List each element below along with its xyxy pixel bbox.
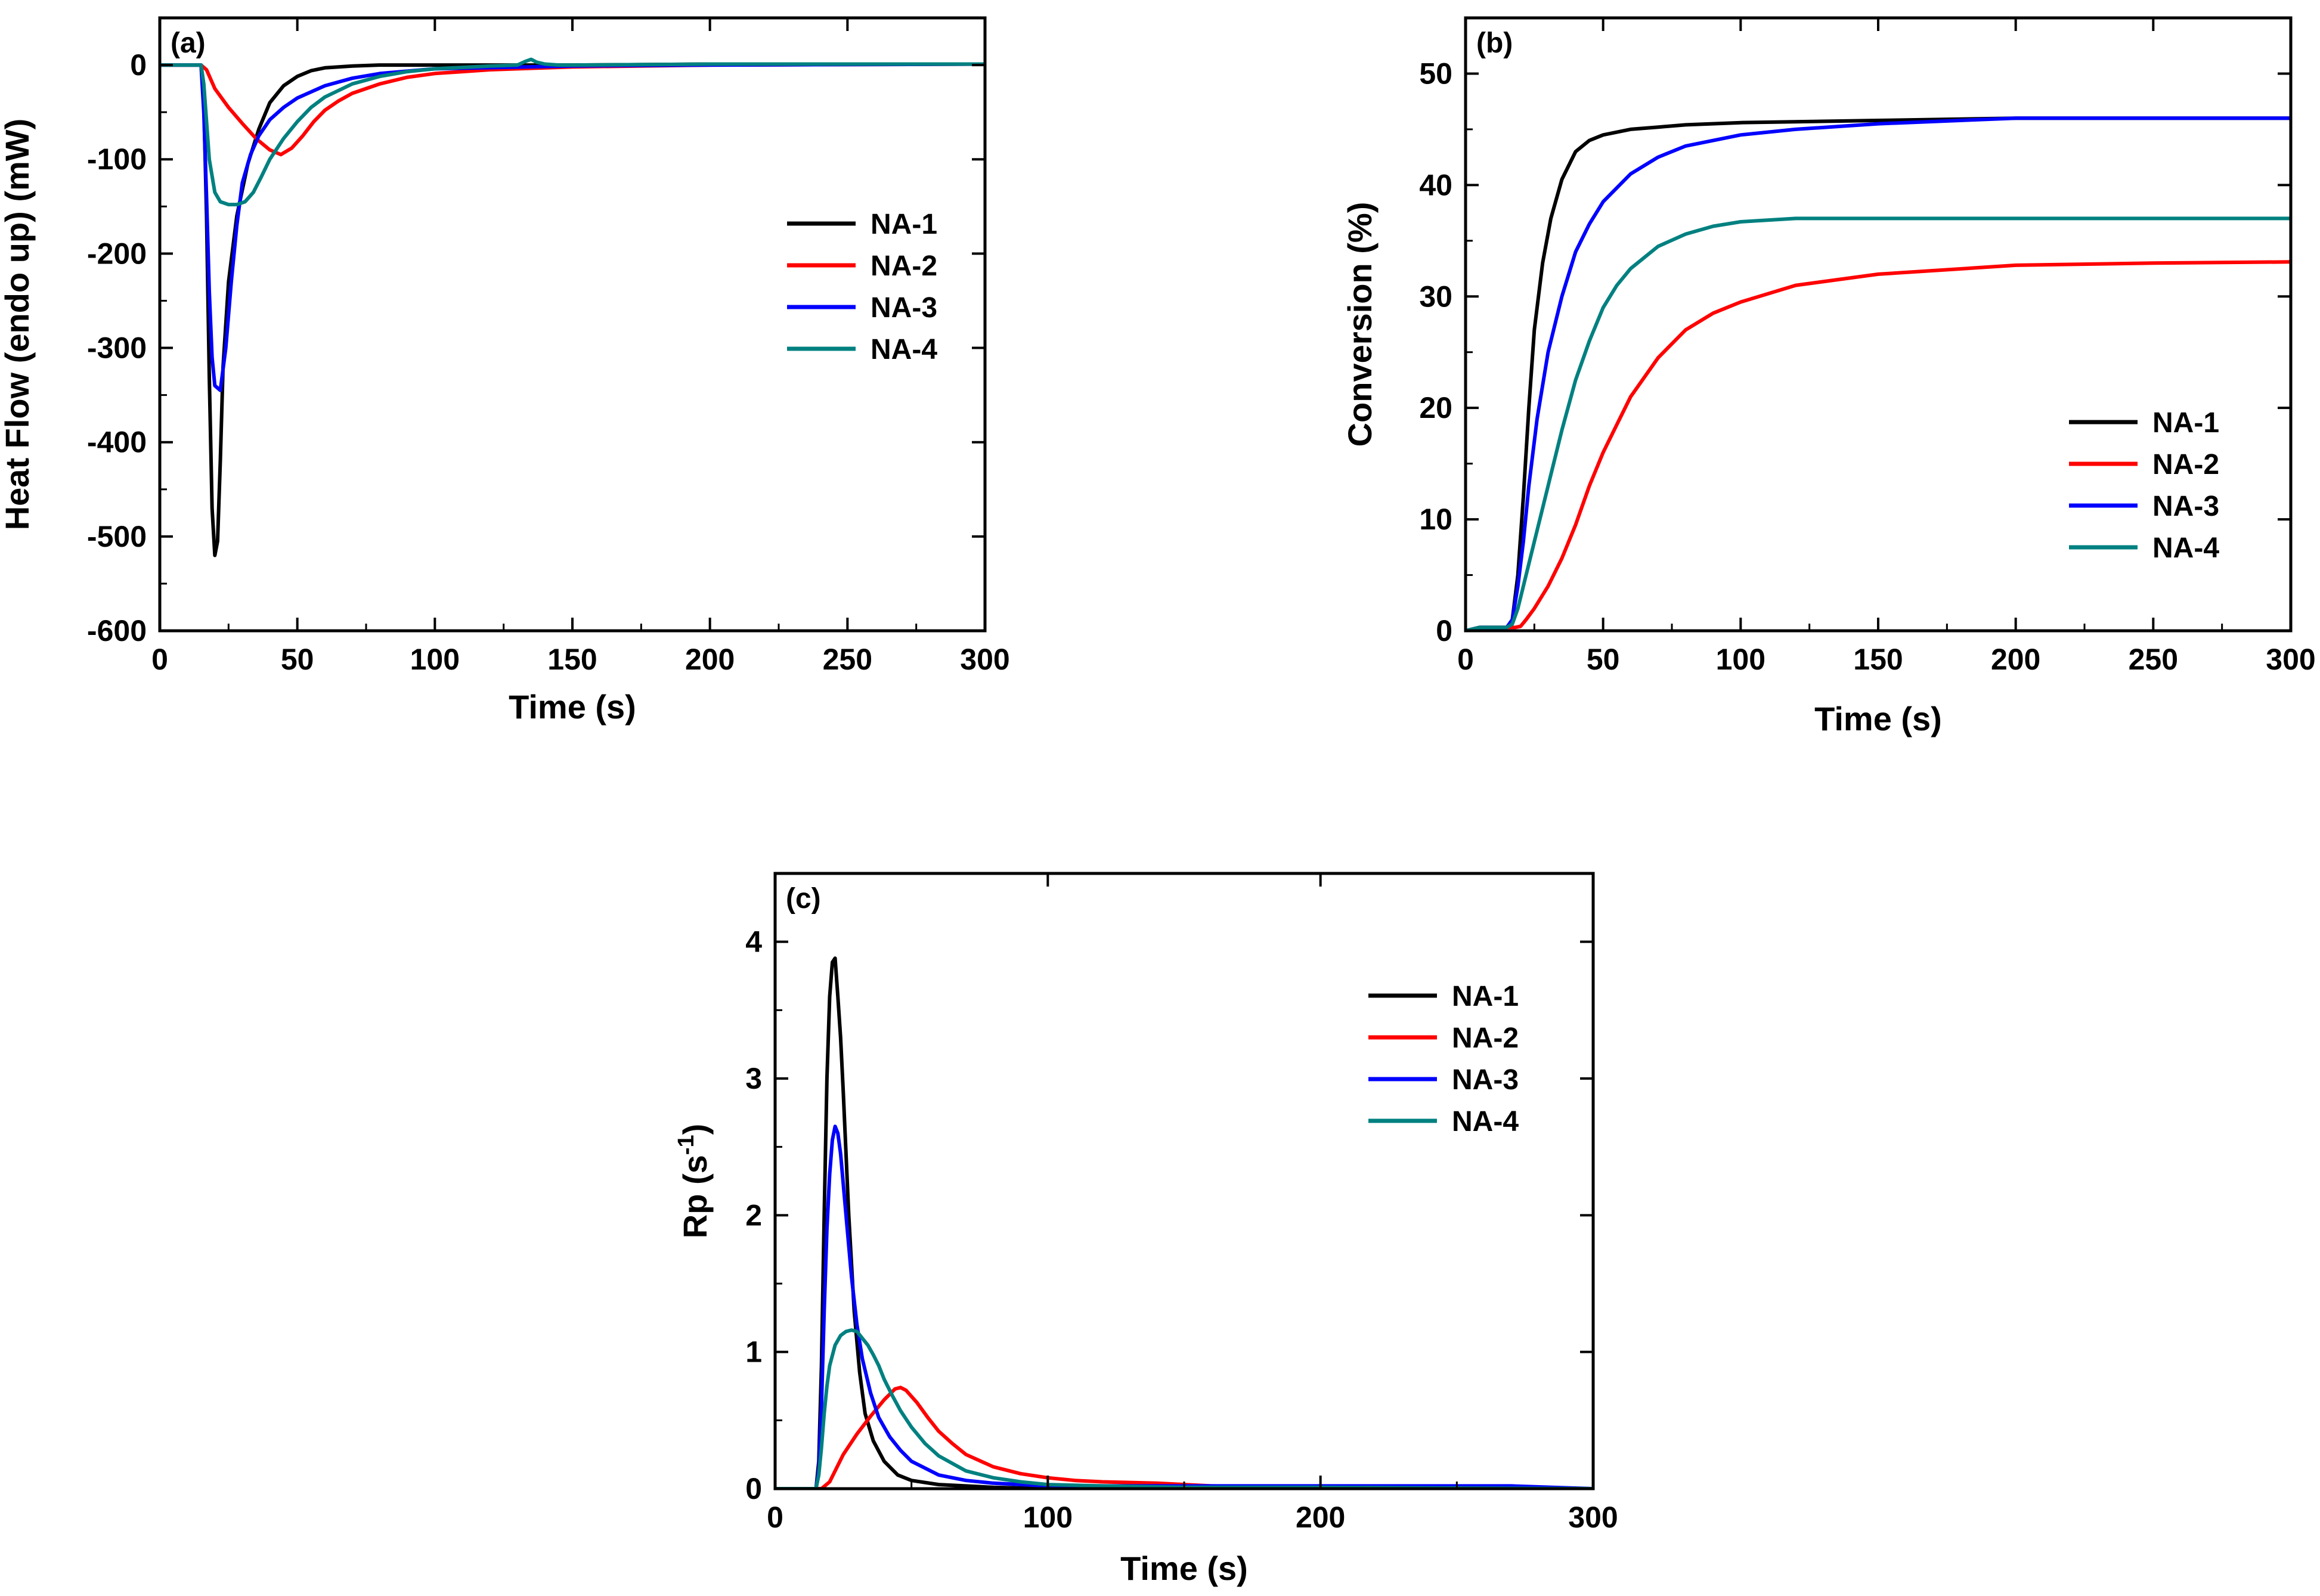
x-tick-label: 200 — [1296, 1501, 1345, 1534]
y-tick-label: 50 — [1419, 57, 1452, 90]
y-axis-label-superscript: -1 — [674, 1135, 699, 1155]
series-line-na-2 — [160, 62, 985, 157]
y-tick-label: -600 — [87, 614, 147, 647]
y-axis-label: Heat Flow (endo up) (mW) — [0, 119, 36, 531]
x-tick-label: 0 — [767, 1501, 783, 1534]
panel-label: (c) — [786, 883, 821, 915]
x-tick-label: 300 — [960, 643, 1009, 676]
series-line-na-2 — [775, 1386, 1593, 1489]
x-tick-label: 300 — [2266, 643, 2315, 676]
legend-label-na-2: NA-2 — [1452, 1022, 1519, 1054]
plot-frame — [773, 872, 1595, 1490]
y-tick-label: 0 — [1436, 614, 1452, 647]
y-tick-label: -200 — [87, 237, 147, 270]
y-tick-label: -300 — [87, 331, 147, 365]
x-tick-label: 100 — [1716, 643, 1765, 676]
legend-label-na-4: NA-4 — [871, 334, 937, 365]
legend: NA-1 NA-2 NA-3 NA-4 — [787, 209, 937, 365]
legend-label-na-4: NA-4 — [1452, 1106, 1519, 1138]
x-axis-label: Time (s) — [1120, 1549, 1248, 1587]
y-axis-label-text: Conversion (%) — [1341, 202, 1379, 447]
legend-label-na-3: NA-3 — [2152, 491, 2219, 522]
y-tick-label: 10 — [1419, 503, 1452, 536]
x-axis-label: Time (s) — [509, 688, 636, 726]
y-tick-label: 1 — [745, 1335, 762, 1369]
legend-label-na-1: NA-1 — [871, 209, 937, 240]
y-axis-label: Rp (s-1) — [674, 1124, 714, 1238]
y-tick-label: 30 — [1419, 280, 1452, 313]
y-tick-label: 0 — [130, 48, 147, 82]
legend-label-na-2: NA-2 — [871, 250, 937, 282]
x-tick-label: 100 — [1023, 1501, 1073, 1534]
x-tick-label: 200 — [685, 643, 735, 676]
legend-label-na-1: NA-1 — [2152, 407, 2219, 439]
y-axis-label-text: Rp (s — [676, 1155, 714, 1238]
x-tick-label: 0 — [1457, 643, 1474, 676]
series-line-na-4 — [1466, 216, 2291, 631]
legend-label-na-1: NA-1 — [1452, 981, 1519, 1012]
x-tick-label: 150 — [1853, 643, 1903, 676]
y-tick-label: 20 — [1419, 391, 1452, 424]
series-line-na-4 — [160, 57, 985, 207]
y-tick-label: -500 — [87, 520, 147, 553]
y-tick-label: -100 — [87, 142, 147, 176]
x-tick-label: 250 — [823, 643, 872, 676]
series-line-na-4 — [775, 1328, 1593, 1489]
chart-panel-b: 0 50 100 150 200 250 300 0 10 20 30 40 50 (b) Time (s)… — [1341, 16, 2316, 737]
legend: NA-1 NA-2 NA-3 NA-4 — [1368, 981, 1519, 1138]
legend-label-na-2: NA-2 — [2152, 449, 2219, 481]
legend-label-na-4: NA-4 — [2152, 532, 2219, 564]
series-line-na-3 — [160, 62, 985, 392]
y-axis-label-end: ) — [676, 1124, 714, 1135]
x-tick-label: 50 — [1587, 643, 1620, 676]
series-line-na-3 — [1466, 116, 2291, 631]
y-axis-label: Conversion (%) — [1341, 202, 1379, 447]
legend-label-na-3: NA-3 — [871, 292, 937, 324]
panel-label: (a) — [171, 27, 206, 59]
x-tick-label: 0 — [151, 643, 168, 676]
y-tick-label: 40 — [1419, 168, 1452, 202]
y-tick-label: 3 — [745, 1062, 762, 1095]
x-axis-label: Time (s) — [1814, 700, 1942, 737]
y-tick-label: -400 — [87, 426, 147, 459]
series-line-na-3 — [775, 1124, 1593, 1489]
series-line-na-2 — [1466, 260, 2291, 631]
x-tick-label: 50 — [281, 643, 314, 676]
y-tick-label: 2 — [745, 1198, 762, 1232]
x-tick-label: 200 — [1991, 643, 2040, 676]
x-tick-label: 150 — [547, 643, 597, 676]
x-tick-label: 250 — [2129, 643, 2178, 676]
y-axis-label-text: Heat Flow (endo up) (mW) — [0, 119, 36, 531]
y-tick-label: 4 — [745, 925, 762, 959]
legend: NA-1 NA-2 NA-3 NA-4 — [2069, 407, 2219, 564]
y-tick-label: 0 — [745, 1472, 762, 1505]
x-tick-label: 300 — [1568, 1501, 1618, 1534]
legend-label-na-3: NA-3 — [1452, 1064, 1519, 1096]
x-tick-label: 100 — [410, 643, 460, 676]
chart-panel-a: 0 50 100 150 200 250 300 -600 -500 -400 -300 -200 -1… — [0, 16, 1010, 726]
panel-label: (b) — [1476, 27, 1513, 59]
